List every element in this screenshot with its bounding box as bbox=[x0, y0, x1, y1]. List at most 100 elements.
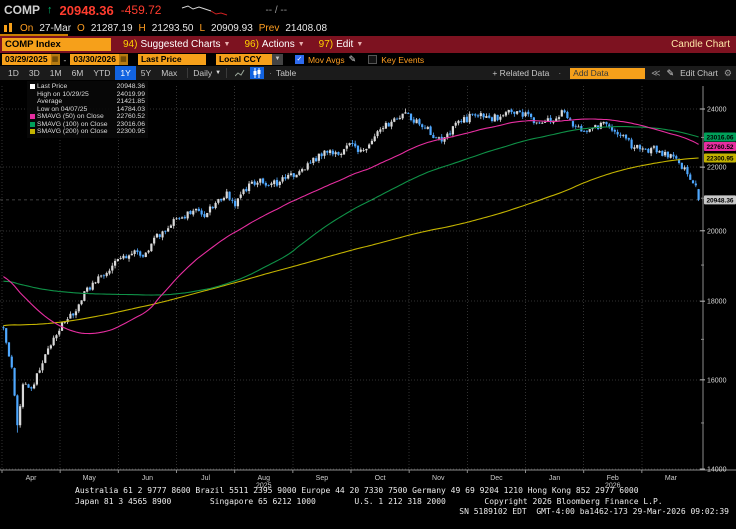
legend-marker bbox=[30, 121, 35, 127]
legend-marker-empty bbox=[30, 99, 35, 104]
legend-marker bbox=[30, 84, 35, 90]
open-value: 21287.19 bbox=[90, 22, 133, 34]
svg-text:Dec: Dec bbox=[490, 475, 503, 482]
add-data-input[interactable]: Add Data bbox=[570, 67, 646, 79]
menu-item-suggested-charts[interactable]: 94) Suggested Charts ▼ bbox=[123, 39, 231, 50]
legend-marker bbox=[30, 114, 35, 120]
menu-bar: COMP Index 94) Suggested Charts ▼ 96) Action… bbox=[0, 36, 736, 53]
ohlc-bar: On 27-Mar O 21287.19 H 21293.50 L 20909.… bbox=[0, 20, 736, 36]
range-tab-1y[interactable]: 1Y bbox=[115, 66, 136, 80]
svg-text:Mar: Mar bbox=[665, 475, 678, 482]
calendar-icon[interactable]: ▦ bbox=[118, 54, 128, 65]
edit-chart-button[interactable]: Edit Chart bbox=[680, 68, 718, 78]
range-tab-1m[interactable]: 1M bbox=[49, 68, 62, 78]
price-chart[interactable]: 14000 16000 18000 20000 22000 24000 Apr May Jun J… bbox=[0, 80, 736, 490]
menu-item-actions[interactable]: 96) Actions ▼ bbox=[244, 39, 305, 50]
bid-ask-value: -- / -- bbox=[265, 4, 288, 16]
collapse-icon[interactable]: ≪ bbox=[651, 67, 661, 78]
period-select[interactable]: Daily bbox=[193, 68, 213, 78]
svg-text:Jun: Jun bbox=[142, 475, 153, 482]
svg-text:Jul: Jul bbox=[201, 475, 210, 482]
on-label: On bbox=[20, 22, 34, 34]
legend-value: 24019.99 bbox=[116, 90, 145, 98]
chevron-down-icon: ▼ bbox=[215, 70, 222, 76]
legend-label: Average bbox=[37, 98, 63, 106]
svg-text:Feb: Feb bbox=[607, 475, 619, 482]
table-button[interactable]: Table bbox=[275, 68, 297, 78]
svg-text:14000: 14000 bbox=[707, 467, 727, 474]
footer-phones-line2: Japan 81 3 4565 8900 Singapore 65 6212 1… bbox=[75, 496, 663, 506]
last-price-value: 20948.36 bbox=[59, 2, 114, 18]
legend-row: Last Price 20948.36 bbox=[30, 83, 145, 91]
range-tab-5y[interactable]: 5Y bbox=[140, 68, 152, 78]
legend-label: High on 10/29/25 bbox=[37, 90, 89, 98]
ohlc-date: 27-Mar bbox=[39, 22, 72, 34]
legend-value: 22300.95 bbox=[116, 128, 145, 136]
uptick-arrow-icon: ↑ bbox=[47, 4, 53, 16]
legend-value: 22760.52 bbox=[116, 113, 145, 121]
date-to-input[interactable]: 03/30/2026 bbox=[70, 54, 119, 65]
svg-text:20000: 20000 bbox=[707, 228, 727, 235]
range-tab-max[interactable]: Max bbox=[161, 68, 178, 78]
svg-text:23016.06: 23016.06 bbox=[706, 134, 733, 141]
range-tab-ytd[interactable]: YTD bbox=[93, 68, 111, 78]
separator bbox=[187, 68, 189, 78]
chart-style-line-icon[interactable] bbox=[233, 67, 247, 79]
chart-style-candle-icon[interactable] bbox=[250, 67, 265, 79]
related-data-button[interactable]: + Related Data bbox=[492, 68, 550, 78]
svg-text:16000: 16000 bbox=[707, 377, 727, 384]
svg-text:2026: 2026 bbox=[605, 483, 621, 490]
terminal-footer: Australia 61 2 9777 8600 Brazil 5511 239… bbox=[0, 486, 736, 518]
svg-text:Nov: Nov bbox=[432, 475, 445, 482]
legend-row: SMAVG (200) on Close 22300.95 bbox=[30, 128, 145, 136]
svg-text:20948.36: 20948.36 bbox=[706, 197, 733, 204]
candle-mini-icon bbox=[4, 22, 12, 32]
chart-type-label: Candle Chart bbox=[671, 39, 730, 50]
ticker-input[interactable]: COMP Index bbox=[2, 38, 111, 51]
range-tab-6m[interactable]: 6M bbox=[71, 68, 84, 78]
legend-value: 21421.85 bbox=[116, 98, 145, 106]
open-label: O bbox=[77, 22, 85, 34]
gear-icon[interactable]: ⚙ bbox=[723, 67, 732, 78]
svg-text:2025: 2025 bbox=[256, 483, 272, 490]
filter-bar: 03/29/2025 ▦ - 03/30/2026 ▦ Last Price L… bbox=[0, 53, 736, 66]
chart-area: Last Price 20948.36 High on 10/29/25 24019.… bbox=[0, 80, 736, 490]
legend-label: Last Price bbox=[37, 83, 68, 91]
chart-legend: Last Price 20948.36 High on 10/29/25 24019.… bbox=[27, 81, 148, 138]
price-field-select[interactable]: Last Price bbox=[137, 54, 206, 65]
svg-text:24000: 24000 bbox=[707, 107, 727, 114]
legend-row: Low on 04/07/25 14784.03 bbox=[30, 106, 145, 114]
range-tab-1d[interactable]: 1D bbox=[8, 68, 19, 78]
legend-row: High on 10/29/25 24019.99 bbox=[30, 91, 145, 99]
low-label: L bbox=[199, 22, 206, 34]
prev-value: 21408.08 bbox=[285, 22, 328, 34]
date-range-separator: - bbox=[63, 54, 67, 65]
legend-marker-empty bbox=[30, 92, 35, 97]
calendar-icon[interactable]: ▦ bbox=[50, 54, 60, 65]
mov-avgs-checkbox[interactable]: ✓ bbox=[294, 55, 304, 64]
toolbar-right: + Related Data · Add Data ≪ ✎ Edit Chart… bbox=[492, 67, 736, 79]
mini-sparkline bbox=[182, 5, 228, 16]
key-events-checkbox[interactable] bbox=[368, 55, 378, 64]
ticker-symbol: COMP bbox=[4, 3, 40, 17]
chevron-down-icon[interactable]: ▼ bbox=[271, 54, 283, 65]
pencil-icon[interactable]: ✎ bbox=[348, 54, 357, 64]
chart-toolbar: 1D 3D 1M 6M YTD 1Y 5Y Max Daily ▼ · Table + Rel… bbox=[0, 66, 736, 80]
separator bbox=[226, 68, 228, 78]
currency-select[interactable]: Local CCY bbox=[215, 54, 272, 65]
svg-text:22000: 22000 bbox=[707, 165, 727, 172]
high-label: H bbox=[138, 22, 146, 34]
svg-text:Jan: Jan bbox=[549, 475, 560, 482]
svg-text:Apr: Apr bbox=[26, 475, 38, 482]
high-value: 21293.50 bbox=[151, 22, 194, 34]
legend-row: Average 21421.85 bbox=[30, 98, 145, 106]
legend-row: SMAVG (100) on Close 23016.06 bbox=[30, 121, 145, 129]
dot-separator: · bbox=[269, 68, 272, 78]
range-tab-3d[interactable]: 3D bbox=[28, 68, 40, 78]
date-from-input[interactable]: 03/29/2025 bbox=[2, 54, 51, 65]
mov-avgs-label: Mov Avgs bbox=[307, 54, 345, 65]
menu-item-edit[interactable]: 97) Edit ▼ bbox=[318, 39, 364, 50]
legend-row: SMAVG (50) on Close 22760.52 bbox=[30, 113, 145, 121]
footer-session-info: SN 5189102 EDT GMT-4:00 ba1462-173 29-Ma… bbox=[459, 507, 729, 516]
legend-value: 14784.03 bbox=[116, 105, 145, 113]
